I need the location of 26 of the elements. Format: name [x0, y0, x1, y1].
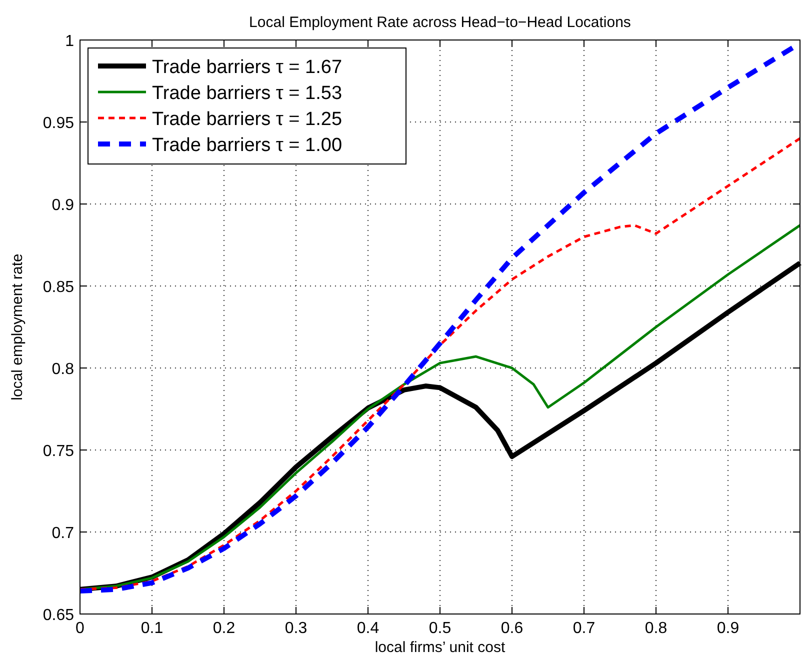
legend-label: Trade barriers τ = 1.53	[152, 83, 342, 104]
y-axis-title: local employment rate	[9, 254, 26, 400]
x-tick-label: 0.9	[716, 620, 740, 637]
legend-label: Trade barriers τ = 1.00	[152, 135, 342, 156]
line-series	[78, 137, 802, 591]
y-tick-label: 0.65	[42, 607, 74, 624]
x-axis-title: local firms’ unit cost	[374, 639, 506, 656]
y-tick-label: 0.9	[52, 197, 74, 214]
x-tick-label: 0.5	[428, 620, 452, 637]
legend-label: Trade barriers τ = 1.25	[152, 109, 342, 130]
chart-title: Local Employment Rate across Head−to−Head Locations	[249, 14, 631, 31]
x-tick-label: 0.6	[500, 620, 524, 637]
x-tick-label: 0.3	[284, 620, 308, 637]
x-tick-label: 0.7	[572, 620, 596, 637]
y-tick-label: 0.95	[42, 115, 74, 132]
y-tick-label: 0.8	[52, 361, 74, 378]
x-tick-label: 0.8	[644, 620, 668, 637]
x-tick-label: 0.4	[356, 620, 380, 637]
y-tick-label: 0.85	[42, 279, 74, 296]
legend-label: Trade barriers τ = 1.67	[152, 57, 342, 78]
x-tick-label: 0.1	[140, 620, 164, 637]
y-tick-label: 0.75	[42, 443, 74, 460]
x-tick-label: 0.2	[212, 620, 236, 637]
x-tick-label: 0	[76, 620, 85, 637]
y-tick-label: 1	[65, 33, 74, 50]
y-tick-label: 0.7	[52, 525, 74, 542]
